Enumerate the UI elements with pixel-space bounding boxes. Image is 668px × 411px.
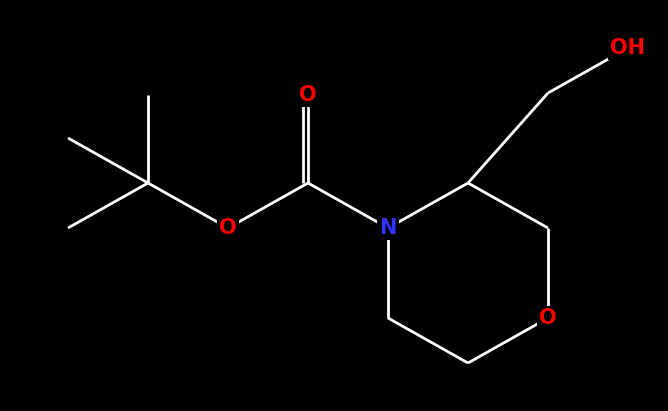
Text: O: O — [299, 85, 317, 105]
Text: O: O — [539, 308, 557, 328]
Text: O: O — [219, 218, 237, 238]
Text: OH: OH — [611, 38, 645, 58]
Text: N: N — [379, 218, 397, 238]
